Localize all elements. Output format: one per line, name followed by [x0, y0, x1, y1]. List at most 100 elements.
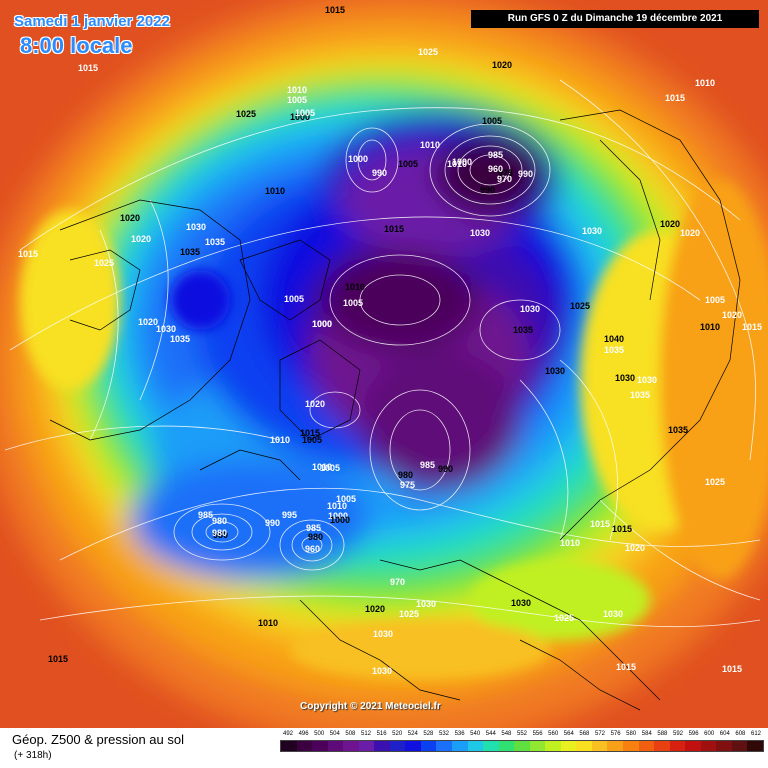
isobar-label: 985 [488, 150, 503, 160]
color-scale-label: 516 [376, 731, 387, 737]
isobar-label: 960 [488, 164, 503, 174]
isobar-label: 1005 [336, 494, 356, 504]
isobar-label: 1005 [302, 435, 322, 445]
color-scale-label: 564 [563, 731, 574, 737]
isobar-labels: 1015101510251020101010151025101010051000… [18, 5, 762, 676]
color-scale-label: 540 [470, 731, 481, 737]
color-scale-label: 592 [672, 731, 684, 737]
low-markers: 980 980 [212, 516, 227, 538]
color-scale-cell [281, 741, 297, 751]
isobar-label: 1010 [420, 140, 440, 150]
forecast-local-time: 8:00 locale [20, 33, 133, 58]
isobar-label: 1010 [447, 159, 467, 169]
isobar-label: 1015 [18, 249, 38, 259]
isobar-label: 1005 [295, 108, 315, 118]
isobar-label: 990 [265, 518, 280, 528]
isobar-label: 1015 [325, 5, 345, 15]
color-scale-cell [389, 741, 406, 751]
isobar-label: 1020 [722, 310, 742, 320]
isobar-label: 1030 [470, 228, 490, 238]
isobar-label: 985 [306, 523, 321, 533]
isobar-label: 975 [498, 168, 513, 178]
color-scale-cell [623, 741, 639, 751]
isobar-label: 1000 [290, 112, 310, 122]
isobar-label: 1000 [312, 319, 332, 329]
isobar-label: 1020 [305, 399, 325, 409]
isobar-label: 1000 [330, 515, 350, 525]
isobar-label: 1020 [365, 604, 385, 614]
color-scale-label: 576 [610, 731, 621, 737]
low-marker: 980 [212, 528, 227, 538]
color-scale-label: 524 [407, 731, 418, 737]
isobar-label: 1030 [520, 304, 540, 314]
color-scale-cell [452, 741, 468, 751]
isobar-label: 1005 [320, 463, 340, 473]
isobar-label: 1030 [372, 666, 392, 676]
isobar-label: 1020 [492, 60, 512, 70]
model-run-info: Run GFS 0 Z du Dimanche 19 décembre 2021 [471, 10, 759, 28]
low-marker: 980 [212, 516, 227, 526]
isobar-label: 960 [305, 544, 320, 554]
color-scale-label: 604 [719, 731, 730, 737]
color-scale-label: 560 [548, 731, 559, 737]
color-scale-bar [280, 740, 764, 752]
isobar-label: 985 [420, 460, 435, 470]
isobar-label: 1015 [665, 93, 685, 103]
isobar-label: 1010 [700, 322, 720, 332]
isobar-label: 1015 [742, 322, 762, 332]
map-variable-title: Géop. Z500 & pression au sol [12, 732, 184, 747]
color-scale-label: 532 [438, 731, 450, 737]
color-scale-cell [731, 741, 748, 751]
isobar-label: 1005 [398, 159, 418, 169]
color-scale-cell [312, 741, 328, 751]
color-scale-label: 536 [454, 731, 465, 737]
isobar-label: 1015 [590, 519, 610, 529]
isobar-label: 1025 [399, 609, 419, 619]
isobar-label: 1025 [94, 258, 114, 268]
color-scale-cell [483, 741, 499, 751]
color-scale-label: 580 [626, 731, 637, 737]
isobar-label: 1035 [513, 325, 533, 335]
color-scale-labels: 492 496 500 504 508 512 516 520 524 528 532 536 540 5… [280, 731, 764, 741]
isobar-label: 1015 [616, 662, 636, 672]
geopotential-field [0, 0, 768, 728]
color-scale-label: 548 [501, 731, 512, 737]
isobar-label: 1035 [668, 425, 688, 435]
color-scale-label: 556 [532, 731, 543, 737]
isobar-label: 1025 [236, 109, 256, 119]
color-scale-cell [420, 741, 437, 751]
isobar-label: 1035 [205, 237, 225, 247]
color-scale-cell [654, 741, 670, 751]
color-scale-cell [467, 741, 484, 751]
isobar-label: 980 [213, 530, 228, 540]
color-scale-label: 588 [657, 731, 668, 737]
isobar-label: 1030 [582, 226, 602, 236]
isobar-label: 1010 [258, 618, 278, 628]
color-scale-label: 512 [360, 731, 372, 737]
geopotential-map-svg: 1015101510251020101010151025101010051000… [0, 0, 768, 728]
isobar-label: 1025 [554, 613, 574, 623]
color-scale-label: 504 [329, 731, 340, 737]
color-scale-cell [607, 741, 624, 751]
color-scale-label: 528 [423, 731, 434, 737]
isobar-label: 1010 [287, 85, 307, 95]
color-scale-label: 544 [485, 731, 496, 737]
isobar-label: 1020 [120, 213, 140, 223]
color-scale-label: 612 [750, 731, 762, 737]
color-scale-label: 508 [345, 731, 356, 737]
isobar-label: 1035 [630, 390, 650, 400]
isobar-label: 985 [198, 510, 213, 520]
color-scale-cell [700, 741, 717, 751]
isobar-label: 1020 [625, 543, 645, 553]
isobar-label: 1005 [705, 295, 725, 305]
color-scale-cell [669, 741, 686, 751]
forecast-map: 1015 1015 1025 1020 1010 1015 1025 1010 1005 1000… [0, 0, 768, 728]
copyright-text: Copyright © 2021 Meteociel.fr [300, 701, 441, 712]
isobar-contours [4, 79, 761, 628]
isobar-label: 1010 [560, 538, 580, 548]
isobar-label: 1020 [131, 234, 151, 244]
isobar-label: 990 [438, 464, 453, 474]
isobar-label: 1030 [545, 366, 565, 376]
color-scale-cell [685, 741, 701, 751]
color-scale-cell [327, 741, 344, 751]
